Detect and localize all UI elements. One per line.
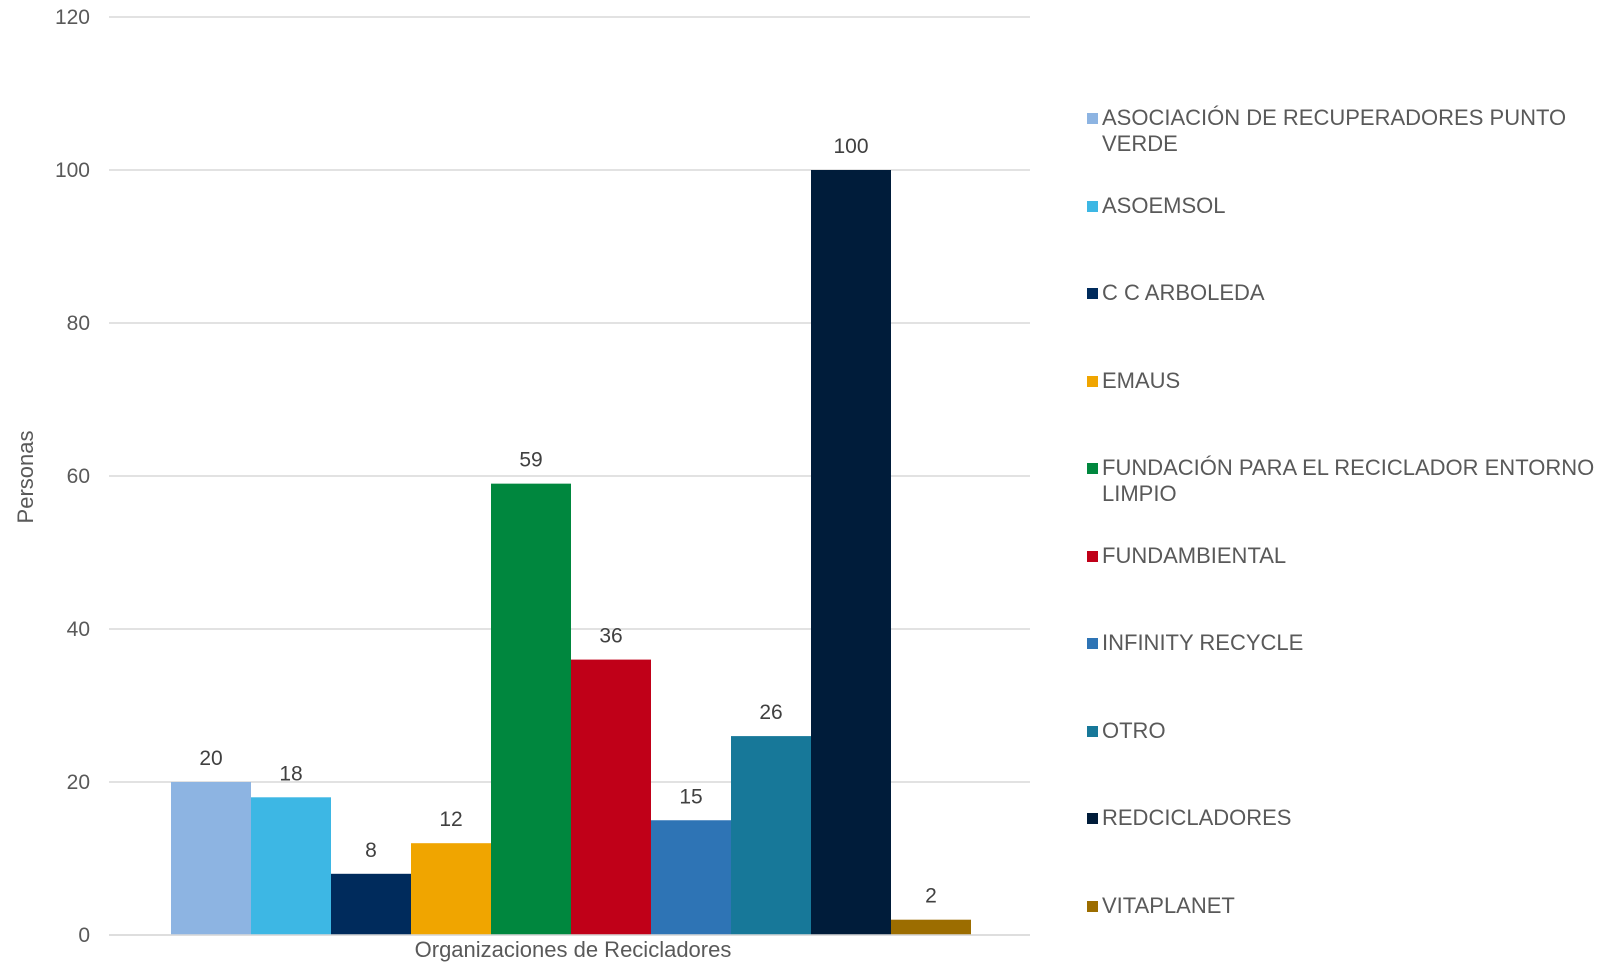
y-tick-label: 80: [67, 312, 90, 335]
legend-item: VITAPLANET: [1087, 893, 1607, 919]
y-axis-title: Personas: [13, 431, 38, 524]
y-axis-ticks: 0 20 40 60 80 100 120: [55, 6, 90, 947]
data-label: 26: [759, 701, 782, 724]
legend-swatch: [1087, 288, 1098, 299]
legend-swatch: [1087, 113, 1098, 124]
legend-item: ASOEMSOL: [1087, 193, 1607, 219]
data-label: 8: [365, 839, 377, 862]
data-label: 100: [833, 135, 868, 158]
bar: [891, 919, 971, 935]
legend-label: VITAPLANET: [1102, 892, 1235, 918]
y-tick-label: 0: [78, 924, 90, 947]
legend-label: INFINITY RECYCLE: [1102, 630, 1304, 655]
legend-item: FUNDACIÓN PARA EL RECICLADOR ENTORNO LIM…: [1087, 455, 1607, 507]
legend-swatch: [1087, 375, 1098, 387]
legend-swatch: [1087, 200, 1098, 212]
bar: [651, 820, 731, 935]
bar: [331, 873, 411, 935]
legend-swatch: [1087, 550, 1098, 562]
bar: [491, 483, 571, 935]
y-tick-label: 60: [67, 465, 90, 488]
legend-item: FUNDAMBIENTAL: [1087, 543, 1607, 569]
legend-item: REDCICLADORES: [1087, 805, 1607, 831]
legend-swatch: [1087, 900, 1098, 912]
y-tick-label: 40: [67, 618, 90, 641]
y-tick-label: 20: [67, 771, 90, 794]
legend-label: ASOCIACIÓN DE RECUPERADORES PUNTO VERDE: [1102, 105, 1567, 156]
data-label: 20: [199, 747, 222, 770]
data-label: 59: [519, 449, 542, 472]
legend-item: INFINITY RECYCLE: [1087, 630, 1607, 656]
legend-item: OTRO: [1087, 718, 1607, 744]
legend-swatch: [1087, 638, 1098, 649]
x-axis-title: Organizaciones de Recicladores: [415, 937, 732, 962]
bars: [171, 170, 971, 935]
y-tick-label: 120: [55, 6, 90, 29]
legend-swatch: [1087, 463, 1098, 474]
legend-label: OTRO: [1102, 717, 1166, 743]
legend-item: EMAUS: [1087, 368, 1607, 394]
legend-label: ASOEMSOL: [1102, 192, 1226, 218]
data-label: 15: [679, 785, 702, 808]
legend-item: C C ARBOLEDA: [1087, 280, 1607, 306]
bar: [171, 782, 251, 935]
legend-label: REDCICLADORES: [1102, 805, 1292, 830]
legend-swatch: [1087, 725, 1098, 737]
bar: [411, 843, 491, 935]
y-tick-label: 100: [55, 159, 90, 182]
legend-swatch: [1087, 813, 1098, 824]
data-labels: 20 18 8 12 59 36 15 26 100 2: [199, 135, 937, 908]
data-label: 2: [925, 885, 937, 908]
bar: [811, 170, 891, 935]
data-label: 12: [439, 808, 462, 831]
legend-label: FUNDAMBIENTAL: [1102, 542, 1287, 568]
legend-item: ASOCIACIÓN DE RECUPERADORES PUNTO VERDE: [1087, 105, 1607, 157]
bar: [251, 797, 331, 935]
bar: [731, 736, 811, 935]
data-label: 18: [279, 762, 302, 785]
legend-label: EMAUS: [1102, 367, 1181, 393]
data-label: 36: [599, 625, 622, 648]
bar: [571, 659, 651, 935]
legend-label: FUNDACIÓN PARA EL RECICLADOR ENTORNO LIM…: [1102, 455, 1595, 506]
legend-label: C C ARBOLEDA: [1102, 280, 1265, 305]
